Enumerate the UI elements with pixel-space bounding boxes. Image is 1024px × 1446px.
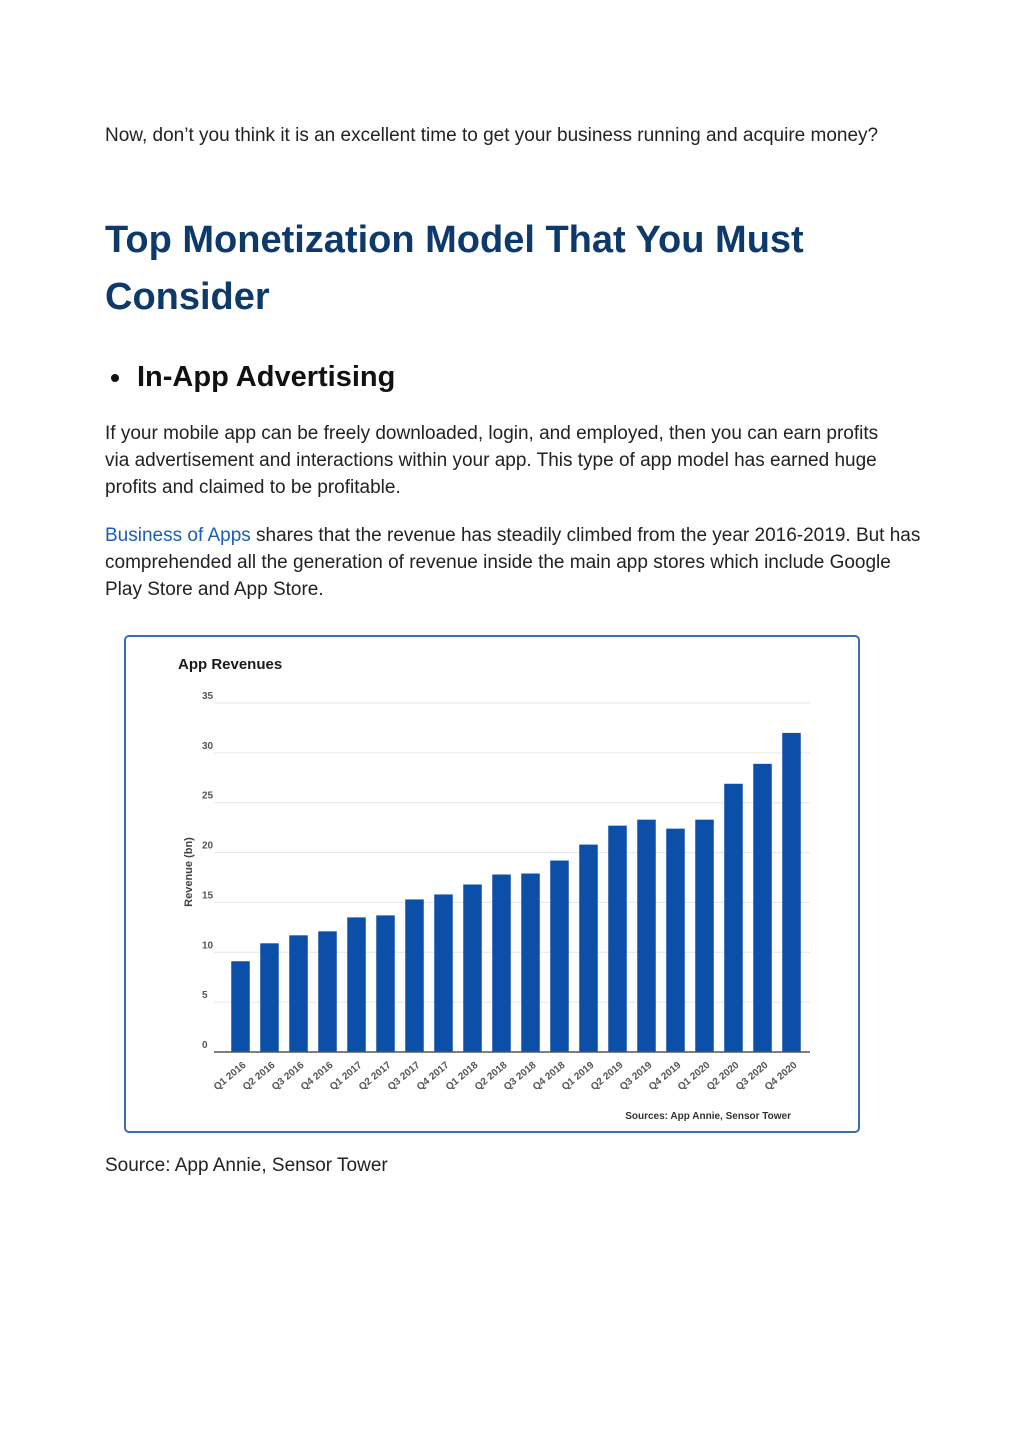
bar xyxy=(347,917,366,1052)
bar xyxy=(666,828,685,1052)
bar xyxy=(289,935,308,1052)
y-tick-label: 25 xyxy=(202,791,214,802)
y-tick-labels: 0 5 10 15 20 25 30 35 xyxy=(202,691,214,1051)
bar xyxy=(550,860,569,1052)
y-tick-label: 5 xyxy=(202,990,208,1001)
bar xyxy=(579,844,598,1052)
image-caption: Source: App Annie, Sensor Tower xyxy=(105,1155,388,1176)
bar xyxy=(376,915,395,1052)
intro-paragraph: Now, don’t you think it is an excellent … xyxy=(105,125,879,146)
subheading-in-app-advertising: In-App Advertising xyxy=(111,356,396,398)
chart-frame: App Revenues Revenue (bn) Sources: App A… xyxy=(124,635,860,1133)
paragraph-advertising: If your mobile app can be freely downloa… xyxy=(105,423,879,498)
y-tick-label: 30 xyxy=(202,741,214,752)
y-tick-label: 0 xyxy=(202,1040,208,1051)
chart-title: App Revenues xyxy=(178,656,282,673)
app-revenues-chart: App Revenues Revenue (bn) Sources: App A… xyxy=(178,656,810,1122)
subheading-text: In-App Advertising xyxy=(137,361,396,393)
bar xyxy=(405,899,424,1052)
bar xyxy=(724,783,743,1052)
bar xyxy=(434,894,453,1052)
bar xyxy=(637,819,656,1052)
bar xyxy=(318,931,337,1052)
bar xyxy=(782,732,801,1052)
bar xyxy=(492,874,511,1052)
x-tick-label: Q4 2020 xyxy=(763,1060,800,1093)
bar xyxy=(608,825,627,1052)
bar xyxy=(463,884,482,1052)
paragraph-2-text: shares that the revenue has steadily cli… xyxy=(105,525,921,600)
bar xyxy=(695,819,714,1052)
section-heading: Top Monetization Model That You Must Con… xyxy=(105,219,804,318)
y-tick-label: 20 xyxy=(202,841,214,852)
y-axis-label: Revenue (bn) xyxy=(183,837,195,907)
bar xyxy=(260,943,279,1052)
bar xyxy=(231,961,250,1052)
y-tick-label: 15 xyxy=(202,890,214,901)
paragraph-business-of-apps: Business of Apps shares that the revenue… xyxy=(105,522,925,603)
y-tick-label: 35 xyxy=(202,691,214,702)
chart-source: Sources: App Annie, Sensor Tower xyxy=(625,1111,791,1122)
business-of-apps-link[interactable]: Business of Apps xyxy=(105,525,251,546)
y-tick-label: 10 xyxy=(202,940,214,951)
bars xyxy=(231,732,801,1052)
bar xyxy=(753,763,772,1052)
bar xyxy=(521,873,540,1052)
bullet-icon xyxy=(111,374,119,382)
